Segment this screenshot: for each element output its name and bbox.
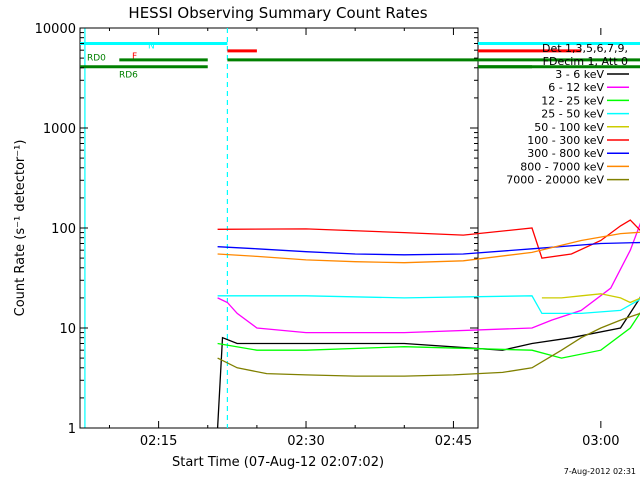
legend-header: FDecim 1, Att 0 (543, 55, 628, 68)
legend-label: 50 - 100 keV (534, 121, 604, 134)
series-line (217, 231, 640, 264)
series-line (541, 293, 640, 304)
state-bar-label: N (148, 42, 155, 52)
series-line (217, 311, 640, 359)
legend-label: 6 - 12 keV (548, 81, 604, 94)
y-axis-label: Count Rate (s⁻¹ detector⁻¹) (13, 140, 28, 317)
x-tick-label: 03:00 (582, 434, 619, 449)
y-tick-label: 10 (59, 322, 76, 337)
state-bar-label: RD6 (119, 71, 138, 81)
state-bar-label: F (132, 52, 137, 62)
y-axis: 1 10 100 1000 10000 (35, 22, 478, 437)
legend-header: Det 1,3,5,6,7,9, (542, 42, 628, 55)
legend-label: 7000 - 20000 keV (506, 174, 604, 187)
chart-title: HESSI Observing Summary Count Rates (128, 4, 427, 22)
legend: Det 1,3,5,6,7,9,FDecim 1, Att 03 - 6 keV… (506, 42, 629, 187)
x-tick-label: 02:45 (435, 434, 472, 449)
x-tick-label: 02:15 (140, 434, 177, 449)
series-group (216, 219, 640, 429)
x-tick-label: 02:30 (287, 434, 324, 449)
plot-frame (79, 27, 479, 429)
legend-label: 300 - 800 keV (527, 147, 604, 160)
footer-date: 7-Aug-2012 02:31 (564, 467, 636, 476)
series-line (217, 222, 640, 334)
y-tick-label: 100 (51, 222, 76, 237)
x-axis-label: Start Time (07-Aug-12 02:07:02) (172, 455, 384, 470)
y-tick-label: 1000 (43, 122, 76, 137)
state-bars: N F RD0 RD6 (80, 42, 640, 81)
series-line (216, 296, 640, 429)
y-tick-label: 1 (68, 422, 76, 437)
y-tick-label: 10000 (35, 22, 76, 37)
series-line (217, 219, 640, 259)
state-bar-label: RD0 (87, 53, 106, 63)
legend-label: 25 - 50 keV (541, 108, 604, 121)
legend-label: 800 - 7000 keV (520, 160, 604, 173)
series-line (217, 295, 640, 315)
series-line (217, 241, 640, 256)
series-line (217, 312, 640, 377)
legend-label: 100 - 300 keV (527, 134, 604, 147)
legend-label: 12 - 25 keV (541, 94, 604, 107)
legend-label: 3 - 6 keV (555, 68, 604, 81)
